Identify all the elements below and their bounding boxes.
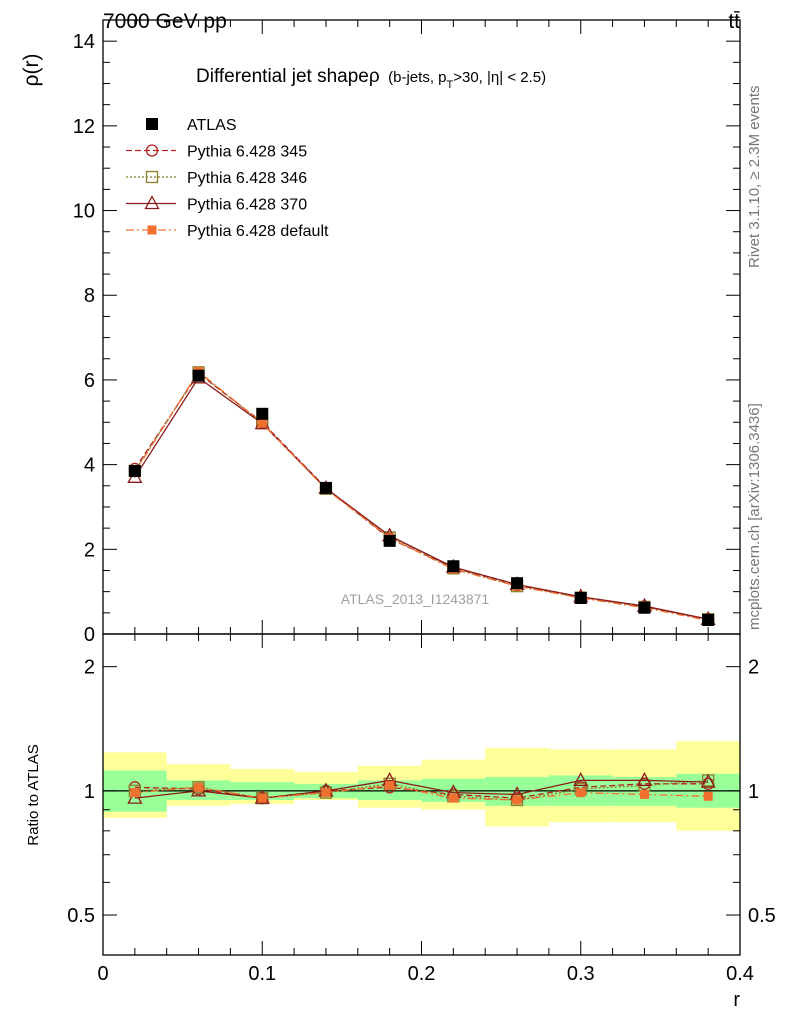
ratio-y-axis-label: Ratio to ATLAS (25, 744, 42, 845)
upper-series-line (134, 376, 709, 620)
upper-series (127, 369, 716, 625)
ratio-series-line (134, 783, 709, 799)
upper-atlas-data-point (256, 407, 269, 420)
upper-series (128, 366, 715, 626)
upper-series (128, 367, 715, 626)
upper-atlas-data-point (574, 592, 587, 605)
ratio-data-point (636, 772, 653, 787)
upper-series-line (134, 372, 709, 621)
x-tick-label: 0.1 (248, 963, 276, 985)
upper-y-tick-label: 0 (84, 624, 95, 646)
upper-panel: 0 2 4 6 8 10 12 14 (73, 19, 741, 646)
upper-atlas-data-point (638, 601, 651, 614)
x-tick-label: 0.3 (567, 963, 595, 985)
legend-item: Pythia 6.428 default (126, 223, 329, 240)
ratio-panel: 0.5 0.5 1 1 2 2 0 0.1 0.2 0.3 0.4 (67, 633, 776, 985)
legend-item: Pythia 6.428 346 (126, 170, 307, 187)
legend-item: Pythia 6.428 370 (126, 195, 307, 214)
upper-series-line (134, 370, 709, 622)
rivet-version-label: Rivet 3.1.10, ≥ 2.3M events (746, 85, 763, 269)
ratio-data-point (194, 782, 204, 792)
ratio-series-line (134, 779, 709, 799)
x-tick-label: 0.2 (408, 963, 436, 985)
legend-label: Pythia 6.428 345 (187, 144, 307, 161)
legend-marker (144, 195, 160, 210)
upper-atlas-data-point (319, 481, 332, 494)
ratio-series (130, 781, 713, 805)
plot-title-sub-index: T (447, 79, 454, 91)
mcplots-site-label: mcplots.cern.ch [arXiv:1306.3436] (746, 403, 763, 630)
ratio-data-point (192, 781, 205, 794)
upper-atlas-data-point (128, 464, 141, 477)
legend-marker (145, 170, 159, 184)
ratio-data-point (130, 788, 140, 798)
legend-marker (147, 225, 157, 235)
upper-series-line (134, 371, 709, 620)
legend-item: Pythia 6.428 345 (126, 144, 307, 161)
plot-title-sub: (b-jets, p (388, 69, 446, 86)
upper-y-tick-label: 4 (84, 455, 95, 477)
plot-title-main: Differential jet shapeρ (196, 66, 380, 87)
ratio-y-tick-label-right: 1 (748, 781, 759, 803)
upper-plot-frame (102, 19, 741, 635)
legend-label: ATLAS (187, 117, 237, 134)
upper-atlas-data-point (511, 577, 524, 590)
legend-item: ATLAS (146, 117, 237, 134)
legend-label: Pythia 6.428 370 (187, 197, 307, 214)
ratio-data-point (703, 791, 713, 801)
ratio-data-point (639, 789, 649, 799)
upper-y-tick-label: 14 (73, 31, 95, 53)
plot-title-sub-rest: >30, |η| < 2.5) (453, 69, 546, 86)
ratio-data-point (700, 773, 716, 788)
upper-y-tick-label: 8 (84, 285, 95, 307)
ratio-series-line (134, 784, 709, 801)
ratio-data-point (573, 772, 589, 787)
ratio-data-point (448, 793, 458, 803)
plot-title: Differential jet shapeρ (b-jets, pT>30, … (196, 66, 546, 91)
legend-marker (146, 118, 158, 130)
upper-atlas-series (128, 369, 715, 627)
ratio-y-tick-label: 0.5 (67, 905, 95, 927)
legend-marker (145, 144, 159, 157)
watermark: ATLAS_2013_I1243871 (341, 591, 490, 607)
upper-y-tick-label: 6 (84, 370, 95, 392)
ratio-y-tick-label-right: 0.5 (748, 905, 776, 927)
ratio-y-tick-label: 2 (84, 657, 95, 679)
upper-y-tick-label: 12 (73, 116, 95, 138)
upper-atlas-data-point (192, 369, 205, 382)
process-label: tt̄ (728, 10, 740, 33)
upper-y-axis-label: ρ(r) (20, 54, 43, 87)
legend-label: Pythia 6.428 346 (187, 170, 307, 187)
ratio-data-point (576, 788, 586, 798)
upper-atlas-data-point (383, 534, 396, 547)
ratio-data-point (321, 788, 331, 798)
x-tick-label: 0 (97, 963, 108, 985)
ratio-data-point (512, 795, 522, 805)
legend: ATLAS Pythia 6.428 345 Pythia 6.428 346 Pyt… (126, 117, 329, 240)
ratio-y-tick-label-right: 2 (748, 657, 759, 679)
ratio-data-point (127, 789, 143, 804)
ratio-data-point (385, 781, 395, 791)
x-axis-label: r (733, 989, 740, 1011)
upper-atlas-data-point (702, 614, 715, 627)
ratio-data-point (257, 793, 267, 803)
legend-label: Pythia 6.428 default (187, 223, 329, 240)
ratio-y-tick-label: 1 (84, 781, 95, 803)
upper-y-tick-label: 2 (84, 539, 95, 561)
upper-atlas-data-point (447, 560, 460, 573)
upper-series (130, 366, 713, 625)
x-tick-label: 0.4 (726, 963, 754, 985)
upper-data-point (257, 418, 267, 428)
energy-label: 7000 GeV pp (103, 10, 227, 33)
upper-y-tick-label: 10 (73, 201, 95, 223)
